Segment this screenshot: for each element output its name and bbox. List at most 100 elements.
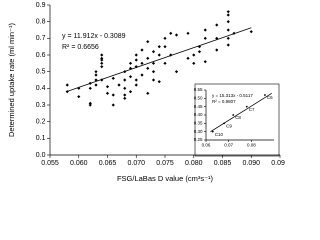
point (169, 31, 173, 35)
point (174, 70, 179, 74)
point-label: C8 (235, 115, 241, 120)
point-label: C10 (215, 132, 224, 137)
point (157, 80, 161, 84)
y-tick-label: 0.0 (36, 152, 46, 159)
point (146, 91, 150, 95)
point (128, 61, 133, 65)
x-tick-label: 0.075 (156, 160, 174, 167)
point (123, 86, 127, 90)
point (100, 58, 104, 62)
point (232, 113, 235, 117)
point (151, 50, 156, 54)
y-tick-label: 0.1 (36, 135, 46, 142)
point (186, 31, 190, 35)
point (105, 85, 110, 89)
point (203, 60, 207, 64)
point (88, 86, 92, 90)
point (174, 33, 179, 37)
y-tick-label: 0.30 (194, 129, 203, 134)
point-label: C7 (249, 107, 255, 112)
point (140, 73, 144, 77)
x-tick-label: 0.07 (224, 143, 233, 148)
point (232, 31, 236, 35)
point (94, 73, 98, 77)
point (215, 23, 219, 27)
point-label: C9 (226, 124, 232, 129)
y-tick-label: 0.4 (36, 85, 46, 92)
point (146, 56, 150, 60)
point (88, 101, 92, 105)
annotation: R² = 0.9807 (212, 99, 236, 104)
point (245, 105, 248, 108)
point (192, 61, 196, 65)
x-axis-label: FSG/LaBas D value (cm³s⁻¹) (117, 174, 214, 183)
x-tick-label: 0.055 (41, 160, 59, 167)
point (77, 95, 81, 99)
point (157, 45, 161, 49)
point (117, 83, 121, 87)
y-tick-label: 0.45 (194, 104, 203, 109)
point (146, 40, 150, 44)
point (111, 93, 115, 97)
point (128, 90, 133, 94)
y-tick-label: 0.9 (36, 2, 46, 9)
y-tick-label: 0.55 (194, 87, 203, 92)
x-tick-label: 0.085 (214, 160, 232, 167)
point (151, 61, 156, 65)
y-tick-label: 0.8 (36, 19, 46, 26)
point (100, 61, 104, 65)
point (128, 75, 133, 79)
point-label: C6 (267, 95, 273, 100)
x-tick-label: 0.08 (247, 143, 256, 148)
point (140, 61, 144, 65)
x-tick-label: 0.065 (99, 160, 117, 167)
annotation: y = 15.313x - 0.5117 (212, 93, 253, 98)
point (151, 78, 156, 82)
point (203, 28, 207, 32)
point (146, 66, 150, 70)
point (226, 43, 230, 47)
point (223, 122, 226, 125)
y-tick-label: 0.40 (194, 112, 203, 117)
point (134, 65, 138, 69)
point (77, 86, 81, 90)
point (100, 56, 104, 60)
point (140, 48, 144, 52)
y-tick-label: 0.3 (36, 102, 46, 109)
point (100, 78, 104, 82)
x-tick-label: 0.080 (185, 160, 203, 167)
x-tick-label: 0.060 (70, 160, 88, 167)
point (197, 45, 202, 49)
point (111, 76, 115, 80)
y-tick-label: 0.6 (36, 52, 46, 59)
point (151, 70, 156, 74)
point (128, 66, 133, 70)
point (163, 36, 167, 40)
y-tick-label: 0.35 (194, 121, 203, 126)
point (123, 93, 127, 97)
point (226, 28, 230, 32)
point (134, 53, 138, 57)
point (186, 56, 190, 60)
annotation: R² = 0.6656 (62, 44, 99, 51)
point (163, 45, 167, 49)
point (111, 103, 115, 107)
y-tick-label: 0.25 (194, 137, 203, 142)
point (169, 53, 173, 57)
point (215, 48, 219, 52)
point (88, 103, 92, 107)
point (211, 130, 214, 133)
point (65, 83, 69, 87)
point (123, 78, 127, 82)
point (226, 20, 230, 24)
point (65, 90, 69, 94)
x-tick-label: 0.095 (271, 160, 285, 167)
trendline (67, 27, 252, 92)
point (123, 70, 127, 74)
point (134, 78, 138, 82)
point (94, 78, 98, 82)
point (263, 93, 267, 97)
point (88, 81, 92, 85)
point (249, 30, 253, 34)
point (157, 53, 161, 57)
